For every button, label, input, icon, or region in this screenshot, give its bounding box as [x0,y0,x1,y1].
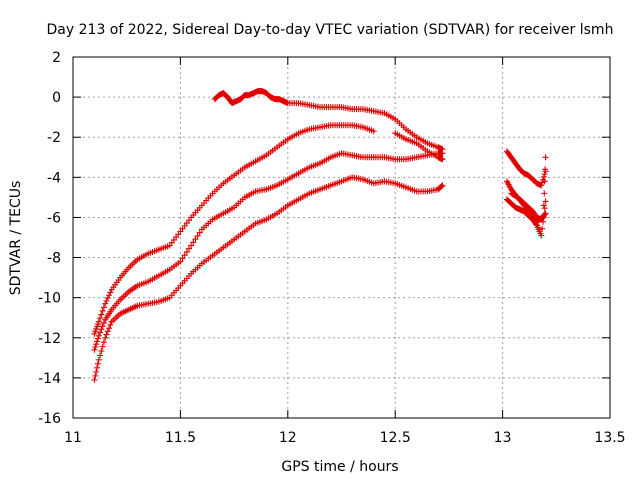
data-point [106,325,113,332]
data-point [542,154,549,161]
grid-lines [73,57,610,418]
x-tick-label: 13 [494,430,512,446]
data-point [539,215,546,222]
series-arc-8 [503,196,549,239]
data-point [93,341,100,348]
data-point [95,356,102,363]
data-point [94,335,101,342]
x-tick-label: 12.5 [380,430,411,446]
data-point [97,352,104,359]
data-point [370,128,377,135]
data-point [98,348,105,355]
data-point [194,232,201,239]
data-point [542,166,549,173]
series-arc-9 [508,154,549,225]
data-point [100,319,107,326]
data-point [541,190,548,197]
data-point [438,183,445,190]
y-tick-label: -4 [47,170,61,186]
plot-frame [72,56,611,419]
data-point [98,311,105,318]
y-tick-label: 0 [52,90,61,106]
y-tick-label: -16 [38,411,61,427]
x-axis-label: GPS time / hours [281,459,398,475]
data-point [177,258,184,265]
y-axis-label: SDTVAR / TECUs [8,181,24,296]
x-tick-label: 11 [64,430,82,446]
y-tick-label: -6 [47,210,61,226]
data-point [540,214,547,221]
data-point [102,334,109,341]
data-point [539,179,546,186]
y-tick-label: 2 [52,50,61,66]
data-point [540,202,547,209]
data-point [103,297,110,304]
data-point [92,372,99,379]
data-point [99,323,106,330]
data-point [539,225,546,232]
data-point [94,338,101,345]
x-tick-label: 11.5 [165,430,196,446]
data-point [179,255,186,262]
x-tick-label: 12 [279,430,297,446]
data-point [93,368,100,375]
data-point [97,315,104,322]
data-point [185,245,192,252]
series-arc-3 [91,174,446,383]
data-point [99,307,106,314]
data-point [94,364,101,371]
data-point [181,252,188,259]
data-point [540,173,547,180]
chart-title: Day 213 of 2022, Sidereal Day-to-day VTE… [47,22,614,38]
data-point [92,344,99,351]
y-tick-label: -10 [38,291,61,307]
y-tick-label: -8 [47,251,61,267]
data-point [541,178,548,185]
axis-ticks: 11 11.5 12 12.5 13 13.5 2 0 -2 -4 -6 -8 -10 -12 -14 -16 [38,50,625,446]
data-point [188,242,195,249]
y-tick-label: -2 [47,130,61,146]
data-point [107,321,114,328]
data-point [192,236,199,243]
data-point [99,343,106,350]
data-point [542,198,549,205]
series-arc-2 [91,150,446,353]
data-point [183,248,190,255]
data-point [98,326,105,333]
data-point [103,331,110,338]
data-point [97,329,104,336]
series-arc-6 [503,148,549,189]
data-point [196,229,203,236]
y-tick-label: -12 [38,331,61,347]
data-point [95,318,102,325]
x-tick-label: 13.5 [594,430,625,446]
data-point [106,292,113,299]
series-arc-1 [91,122,377,337]
data-point [439,156,446,163]
y-tick-label: -14 [38,371,61,387]
data-point [190,239,197,246]
data-point [95,332,102,339]
data-point [439,182,446,189]
data-point [94,360,101,367]
data-point [104,295,111,302]
data-point [104,328,111,335]
data-point [538,232,545,239]
series-arc-5 [392,130,446,163]
data-point [100,339,107,346]
series-arc-4 [211,88,446,153]
data-point [107,289,114,296]
data-point [91,376,98,383]
data-point [439,146,446,153]
data-point [102,300,109,307]
data-point [538,182,545,189]
data-points [91,88,549,383]
data-point [91,346,98,353]
data-point [100,304,107,311]
data-point [541,205,548,212]
